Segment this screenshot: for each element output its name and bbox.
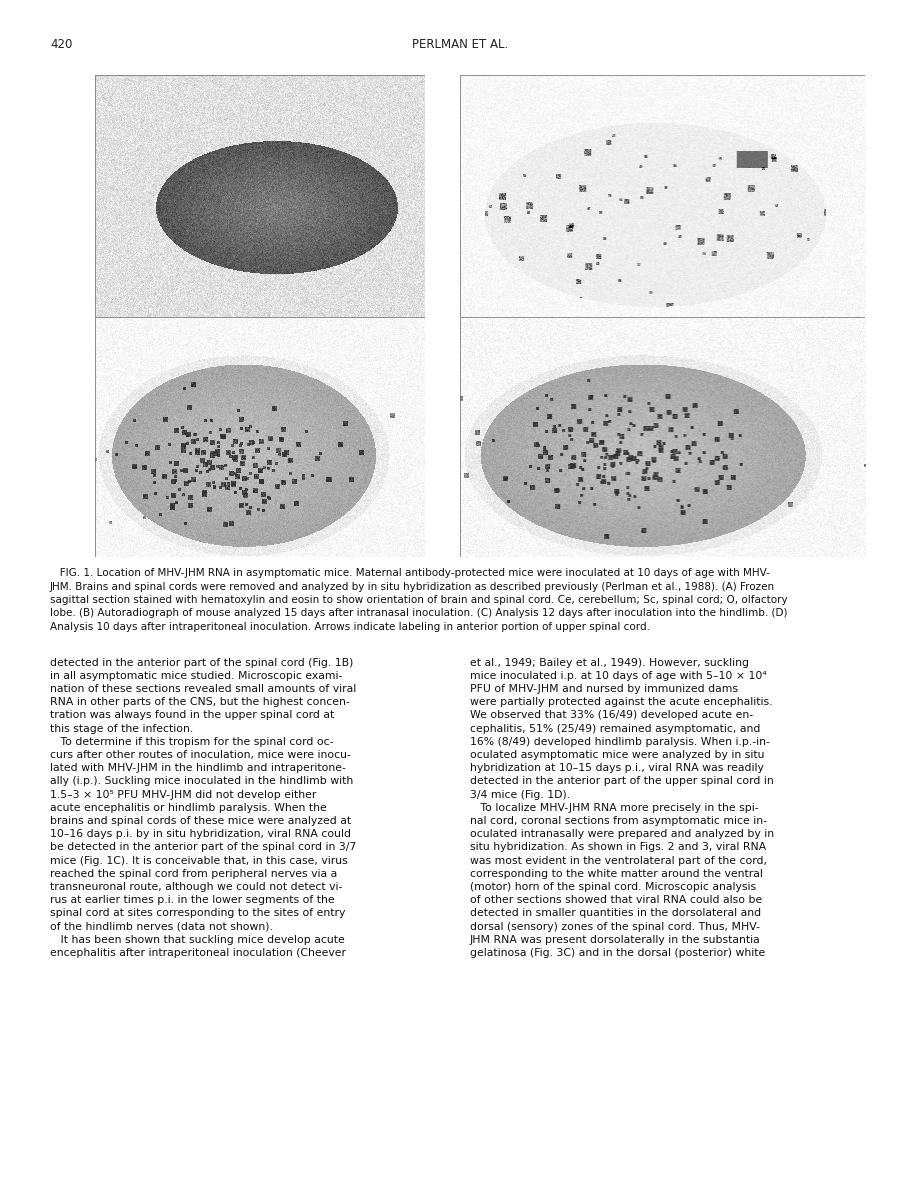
Text: acute encephalitis or hindlimb paralysis. When the: acute encephalitis or hindlimb paralysis… (50, 803, 326, 812)
Text: dorsal (sensory) zones of the spinal cord. Thus, MHV-: dorsal (sensory) zones of the spinal cor… (470, 922, 759, 931)
Text: We observed that 33% (16/49) developed acute en-: We observed that 33% (16/49) developed a… (470, 710, 753, 721)
Text: rus at earlier times p.i. in the lower segments of the: rus at earlier times p.i. in the lower s… (50, 896, 335, 905)
Text: be detected in the anterior part of the spinal cord in 3/7: be detected in the anterior part of the … (50, 842, 356, 853)
Text: spinal cord at sites corresponding to the sites of entry: spinal cord at sites corresponding to th… (50, 909, 345, 918)
Text: oculated intranasally were prepared and analyzed by in: oculated intranasally were prepared and … (470, 829, 773, 840)
Text: were partially protected against the acute encephalitis.: were partially protected against the acu… (470, 697, 772, 707)
Text: 10–16 days p.i. by in situ hybridization, viral RNA could: 10–16 days p.i. by in situ hybridization… (50, 829, 351, 840)
Text: ally (i.p.). Suckling mice inoculated in the hindlimb with: ally (i.p.). Suckling mice inoculated in… (50, 777, 353, 786)
Text: Analysis 10 days after intraperitoneal inoculation. Arrows indicate labeling in : Analysis 10 days after intraperitoneal i… (50, 622, 650, 632)
Text: Ce: Ce (402, 85, 416, 95)
Text: was most evident in the ventrolateral part of the cord,: was most evident in the ventrolateral pa… (470, 855, 766, 866)
Text: transneuronal route, although we could not detect vi-: transneuronal route, although we could n… (50, 881, 342, 892)
Text: cephalitis, 51% (25/49) remained asymptomatic, and: cephalitis, 51% (25/49) remained asympto… (470, 723, 759, 734)
Text: brains and spinal cords of these mice were analyzed at: brains and spinal cords of these mice we… (50, 816, 351, 825)
Text: curs after other routes of inoculation, mice were inocu-: curs after other routes of inoculation, … (50, 750, 350, 760)
Text: oculated asymptomatic mice were analyzed by in situ: oculated asymptomatic mice were analyzed… (470, 750, 764, 760)
Text: O: O (107, 227, 116, 237)
Text: PERLMAN ET AL.: PERLMAN ET AL. (412, 38, 507, 51)
Text: of the hindlimb nerves (data not shown).: of the hindlimb nerves (data not shown). (50, 922, 273, 931)
Text: tration was always found in the upper spinal cord at: tration was always found in the upper sp… (50, 710, 334, 721)
Text: C: C (103, 325, 115, 343)
Text: mice (Fig. 1C). It is conceivable that, in this case, virus: mice (Fig. 1C). It is conceivable that, … (50, 855, 347, 866)
Text: detected in the anterior part of the upper spinal cord in: detected in the anterior part of the upp… (470, 777, 773, 786)
Text: mice inoculated i.p. at 10 days of age with 5–10 × 10⁴: mice inoculated i.p. at 10 days of age w… (470, 671, 766, 681)
Text: It has been shown that suckling mice develop acute: It has been shown that suckling mice dev… (50, 935, 345, 944)
Text: To determine if this tropism for the spinal cord oc-: To determine if this tropism for the spi… (50, 737, 334, 747)
Text: A: A (103, 83, 116, 101)
Text: D: D (468, 325, 482, 343)
Text: reached the spinal cord from peripheral nerves via a: reached the spinal cord from peripheral … (50, 868, 337, 879)
Text: JHM. Brains and spinal cords were removed and analyzed by in situ hybridization : JHM. Brains and spinal cords were remove… (50, 581, 775, 592)
Text: 1.5–3 × 10⁵ PFU MHV-JHM did not develop either: 1.5–3 × 10⁵ PFU MHV-JHM did not develop … (50, 790, 316, 799)
Text: of other sections showed that viral RNA could also be: of other sections showed that viral RNA … (470, 896, 762, 905)
Text: JHM RNA was present dorsolaterally in the substantia: JHM RNA was present dorsolaterally in th… (470, 935, 760, 944)
Text: et al., 1949; Bailey et al., 1949). However, suckling: et al., 1949; Bailey et al., 1949). Howe… (470, 657, 748, 667)
Text: nal cord, coronal sections from asymptomatic mice in-: nal cord, coronal sections from asymptom… (470, 816, 766, 825)
Text: in all asymptomatic mice studied. Microscopic exami-: in all asymptomatic mice studied. Micros… (50, 671, 342, 681)
Text: (motor) horn of the spinal cord. Microscopic analysis: (motor) horn of the spinal cord. Microsc… (470, 881, 755, 892)
Text: FIG. 1. Location of MHV-JHM RNA in asymptomatic mice. Maternal antibody-protecte: FIG. 1. Location of MHV-JHM RNA in asymp… (50, 568, 769, 578)
Text: PFU of MHV-JHM and nursed by immunized dams: PFU of MHV-JHM and nursed by immunized d… (470, 684, 737, 694)
Text: hybridization at 10–15 days p.i., viral RNA was readily: hybridization at 10–15 days p.i., viral … (470, 763, 763, 773)
Text: B: B (468, 83, 480, 101)
Text: Sc: Sc (400, 297, 413, 307)
Text: 16% (8/49) developed hindlimb paralysis. When i.p.-in-: 16% (8/49) developed hindlimb paralysis.… (470, 737, 769, 747)
Text: encephalitis after intraperitoneal inoculation (Cheever: encephalitis after intraperitoneal inocu… (50, 948, 346, 958)
Text: 420: 420 (50, 38, 73, 51)
Text: gelatinosa (Fig. 3C) and in the dorsal (posterior) white: gelatinosa (Fig. 3C) and in the dorsal (… (470, 948, 765, 958)
Text: nation of these sections revealed small amounts of viral: nation of these sections revealed small … (50, 684, 356, 694)
Text: detected in the anterior part of the spinal cord (Fig. 1B): detected in the anterior part of the spi… (50, 657, 353, 667)
Text: RNA in other parts of the CNS, but the highest concen-: RNA in other parts of the CNS, but the h… (50, 697, 349, 707)
Text: 3/4 mice (Fig. 1D).: 3/4 mice (Fig. 1D). (470, 790, 570, 799)
Text: sagittal section stained with hematoxylin and eosin to show orientation of brain: sagittal section stained with hematoxyli… (50, 596, 787, 605)
Text: situ hybridization. As shown in Figs. 2 and 3, viral RNA: situ hybridization. As shown in Figs. 2 … (470, 842, 766, 853)
Text: corresponding to the white matter around the ventral: corresponding to the white matter around… (470, 868, 762, 879)
Text: lated with MHV-JHM in the hindlimb and intraperitone-: lated with MHV-JHM in the hindlimb and i… (50, 763, 346, 773)
Text: To localize MHV-JHM RNA more precisely in the spi-: To localize MHV-JHM RNA more precisely i… (470, 803, 758, 812)
Text: detected in smaller quantities in the dorsolateral and: detected in smaller quantities in the do… (470, 909, 760, 918)
Text: this stage of the infection.: this stage of the infection. (50, 723, 193, 734)
Text: lobe. (B) Autoradiograph of mouse analyzed 15 days after intranasal inoculation.: lobe. (B) Autoradiograph of mouse analyz… (50, 609, 787, 618)
